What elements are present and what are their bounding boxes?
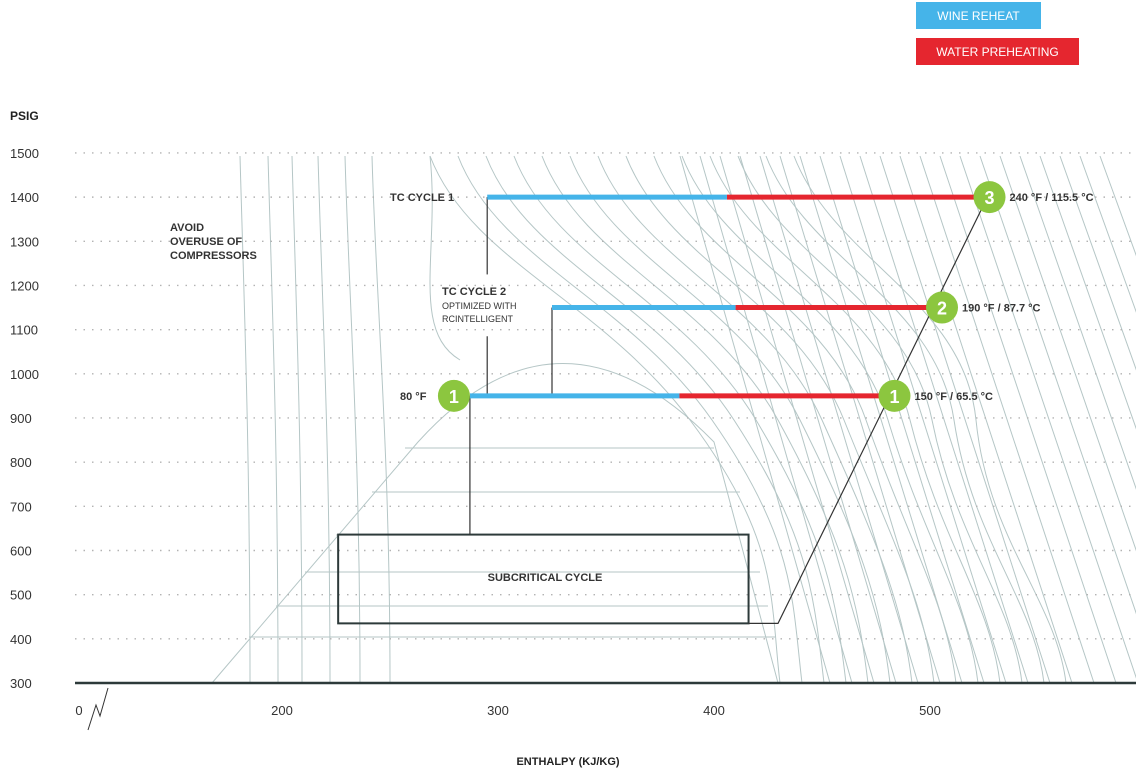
isotherm (793, 155, 1067, 684)
x-tick-label: 500 (919, 703, 941, 718)
isotherm (625, 155, 935, 684)
avoid-compressors-note: COMPRESSORS (170, 250, 257, 262)
tc-cycle-2-subtitle: OPTIMIZED WITH (442, 301, 517, 311)
tc-cycle-2-subtitle: RCINTELLIGENT (442, 314, 514, 324)
x-axis-label: ENTHALPY (KJ/KG) (516, 756, 620, 768)
y-tick-label: 1000 (10, 367, 39, 382)
isotherm (779, 155, 941, 684)
cycle-end-marker (973, 181, 1006, 214)
isotherm-curves (211, 155, 1136, 684)
isotherm (513, 155, 847, 684)
isotherm (979, 155, 1136, 615)
saturation-dome (211, 363, 779, 684)
y-tick-label: 1200 (10, 278, 39, 293)
subcritical-box (337, 533, 750, 625)
legend-wine-reheat: WINE REHEAT (916, 2, 1041, 29)
isotherm (485, 155, 825, 684)
cycle-end-marker (878, 379, 911, 412)
isotherm (819, 155, 985, 684)
cycle-marks: 3 240 °F / 115.5 °C 2 190 °F / 87.7 °C 1 150 … (170, 181, 1094, 625)
isotherm (317, 155, 331, 684)
marker-number: 1 (889, 387, 899, 407)
cycle-start-marker (437, 379, 470, 412)
subcritical-cycle-label: SUBCRITICAL CYCLE (488, 572, 603, 584)
isotherm (959, 155, 1136, 679)
start-temperature-label: 80 °F (400, 391, 427, 403)
tc-cycle-2-label: TC CYCLE 2 (442, 286, 506, 298)
y-tick-label: 1400 (10, 190, 39, 205)
isotherm (759, 155, 919, 684)
y-tick-label: 1500 (10, 146, 39, 161)
isotherm (681, 155, 979, 684)
isotherm (1039, 155, 1136, 430)
x-tick-label: 200 (271, 703, 293, 718)
y-tick-label: 600 (10, 543, 32, 558)
x-tick-label: 300 (487, 703, 509, 718)
isotherm (457, 155, 803, 684)
expansion-line (748, 204, 985, 624)
isotherm (859, 155, 1029, 684)
end-temperature-label: 240 °F / 115.5 °C (1010, 192, 1094, 204)
isotherm (839, 155, 1007, 684)
isotherm (653, 155, 957, 684)
cycle-end-marker (926, 291, 958, 324)
isotherm (739, 155, 897, 684)
isotherm (371, 155, 391, 684)
y-tick-label: 1300 (10, 234, 39, 249)
axis-ticks: 3004005006007008009001000110012001300140… (10, 146, 1136, 731)
end-temperature-label: 150 °F / 65.5 °C (914, 391, 993, 403)
isotherm (679, 155, 831, 684)
y-tick-label: 400 (10, 632, 32, 647)
axis-break-mark (87, 687, 109, 731)
legend-water-preheating: WATER PREHEATING (916, 38, 1079, 65)
marker-number: 3 (985, 188, 995, 208)
y-tick-label: 700 (10, 499, 32, 514)
isotherm (239, 155, 251, 684)
marker-number: 1 (449, 387, 459, 407)
isotherm (799, 155, 963, 684)
isotherm (737, 155, 1023, 684)
isotherm (429, 155, 461, 361)
isotherm (879, 155, 1051, 684)
y-tick-label: 800 (10, 455, 32, 470)
isotherm (699, 155, 853, 684)
isotherm (1059, 155, 1136, 371)
y-axis-label: PSIG (10, 109, 39, 123)
y-tick-label: 500 (10, 588, 32, 603)
y-tick-label: 900 (10, 411, 32, 426)
isotherm (597, 155, 913, 684)
isotherm (267, 155, 279, 684)
isotherm (291, 155, 303, 684)
isotherm (719, 155, 875, 684)
isotherm (765, 155, 1045, 684)
y-tick-label: 300 (10, 676, 32, 691)
isotherm (939, 155, 1117, 684)
isotherm (569, 155, 891, 684)
isotherm (1099, 155, 1136, 257)
end-temperature-label: 190 °F / 87.7 °C (962, 303, 1041, 315)
isotherm (899, 155, 1073, 684)
x-tick-label: 400 (703, 703, 725, 718)
avoid-compressors-note: AVOID (170, 222, 204, 234)
isotherm (919, 155, 1095, 684)
y-tick-label: 1100 (10, 323, 38, 338)
tc-cycle-1-label: TC CYCLE 1 (390, 192, 454, 204)
avoid-compressors-note: OVERUSE OF (170, 236, 242, 248)
marker-number: 2 (937, 299, 947, 319)
isotherm (999, 155, 1136, 552)
isotherm (429, 155, 781, 684)
isotherm (344, 155, 361, 684)
isotherm (1019, 155, 1136, 490)
isotherm (1079, 155, 1136, 313)
x-tick-label: 0 (75, 703, 82, 718)
isotherm (541, 155, 869, 684)
